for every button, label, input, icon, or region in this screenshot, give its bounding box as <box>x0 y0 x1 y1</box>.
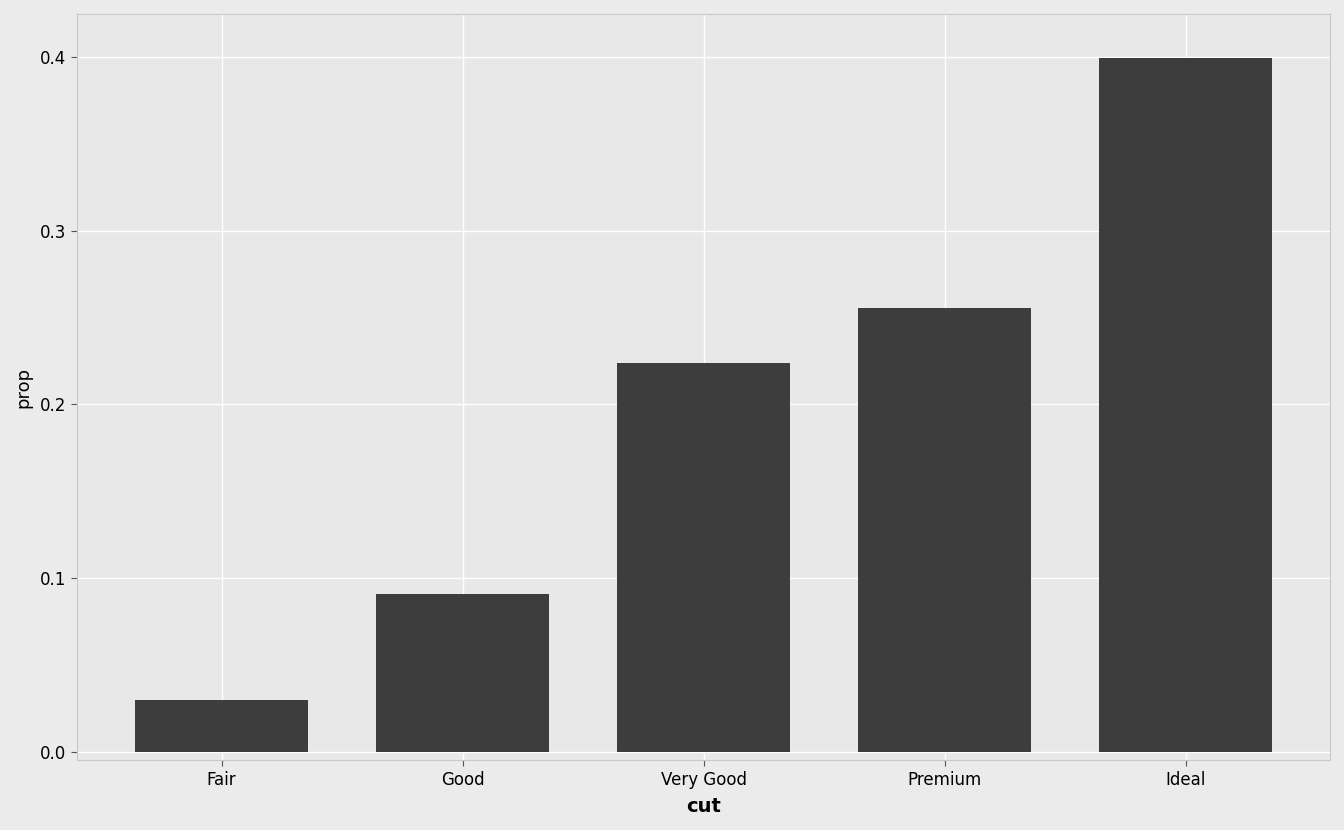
Y-axis label: prop: prop <box>13 367 32 408</box>
Bar <box>857 308 1031 752</box>
Bar <box>1099 58 1273 752</box>
Bar <box>376 594 550 752</box>
X-axis label: cut: cut <box>687 797 720 816</box>
Bar <box>134 700 308 752</box>
Bar <box>617 363 790 752</box>
